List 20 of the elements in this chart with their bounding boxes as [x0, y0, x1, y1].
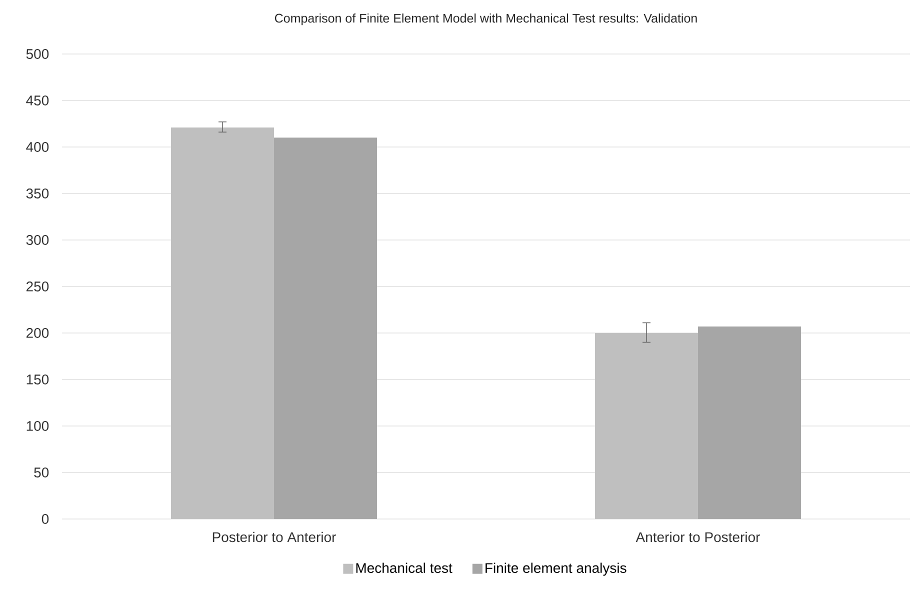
y-tick-label: 400: [26, 142, 49, 152]
y-tick-label: 100: [26, 421, 49, 431]
legend-label: Finite element analysis: [486, 562, 626, 576]
y-tick-label: 150: [26, 374, 49, 384]
y-tick-label: 250: [26, 282, 49, 292]
y-tick-label: 450: [26, 96, 49, 106]
y-tick-label: 200: [26, 328, 49, 338]
legend-label: Mechanical test: [356, 562, 452, 573]
y-tick-label: 300: [26, 235, 49, 245]
bar: [595, 332, 698, 519]
y-tick-label: 350: [26, 188, 49, 198]
bar: [698, 326, 802, 519]
x-tick-label: Anterior to Posterior: [636, 532, 760, 542]
x-tick-label: Posterior to Anterior: [212, 532, 336, 542]
bar: [171, 127, 274, 519]
y-tick-label: 0: [42, 514, 49, 524]
y-tick-label: 50: [34, 468, 49, 478]
chart-title: Comparison of Finite Element Model with Mechanical Test results: Validation: [274, 13, 697, 26]
y-tick-label: 500: [26, 49, 49, 59]
bar: [274, 138, 378, 519]
